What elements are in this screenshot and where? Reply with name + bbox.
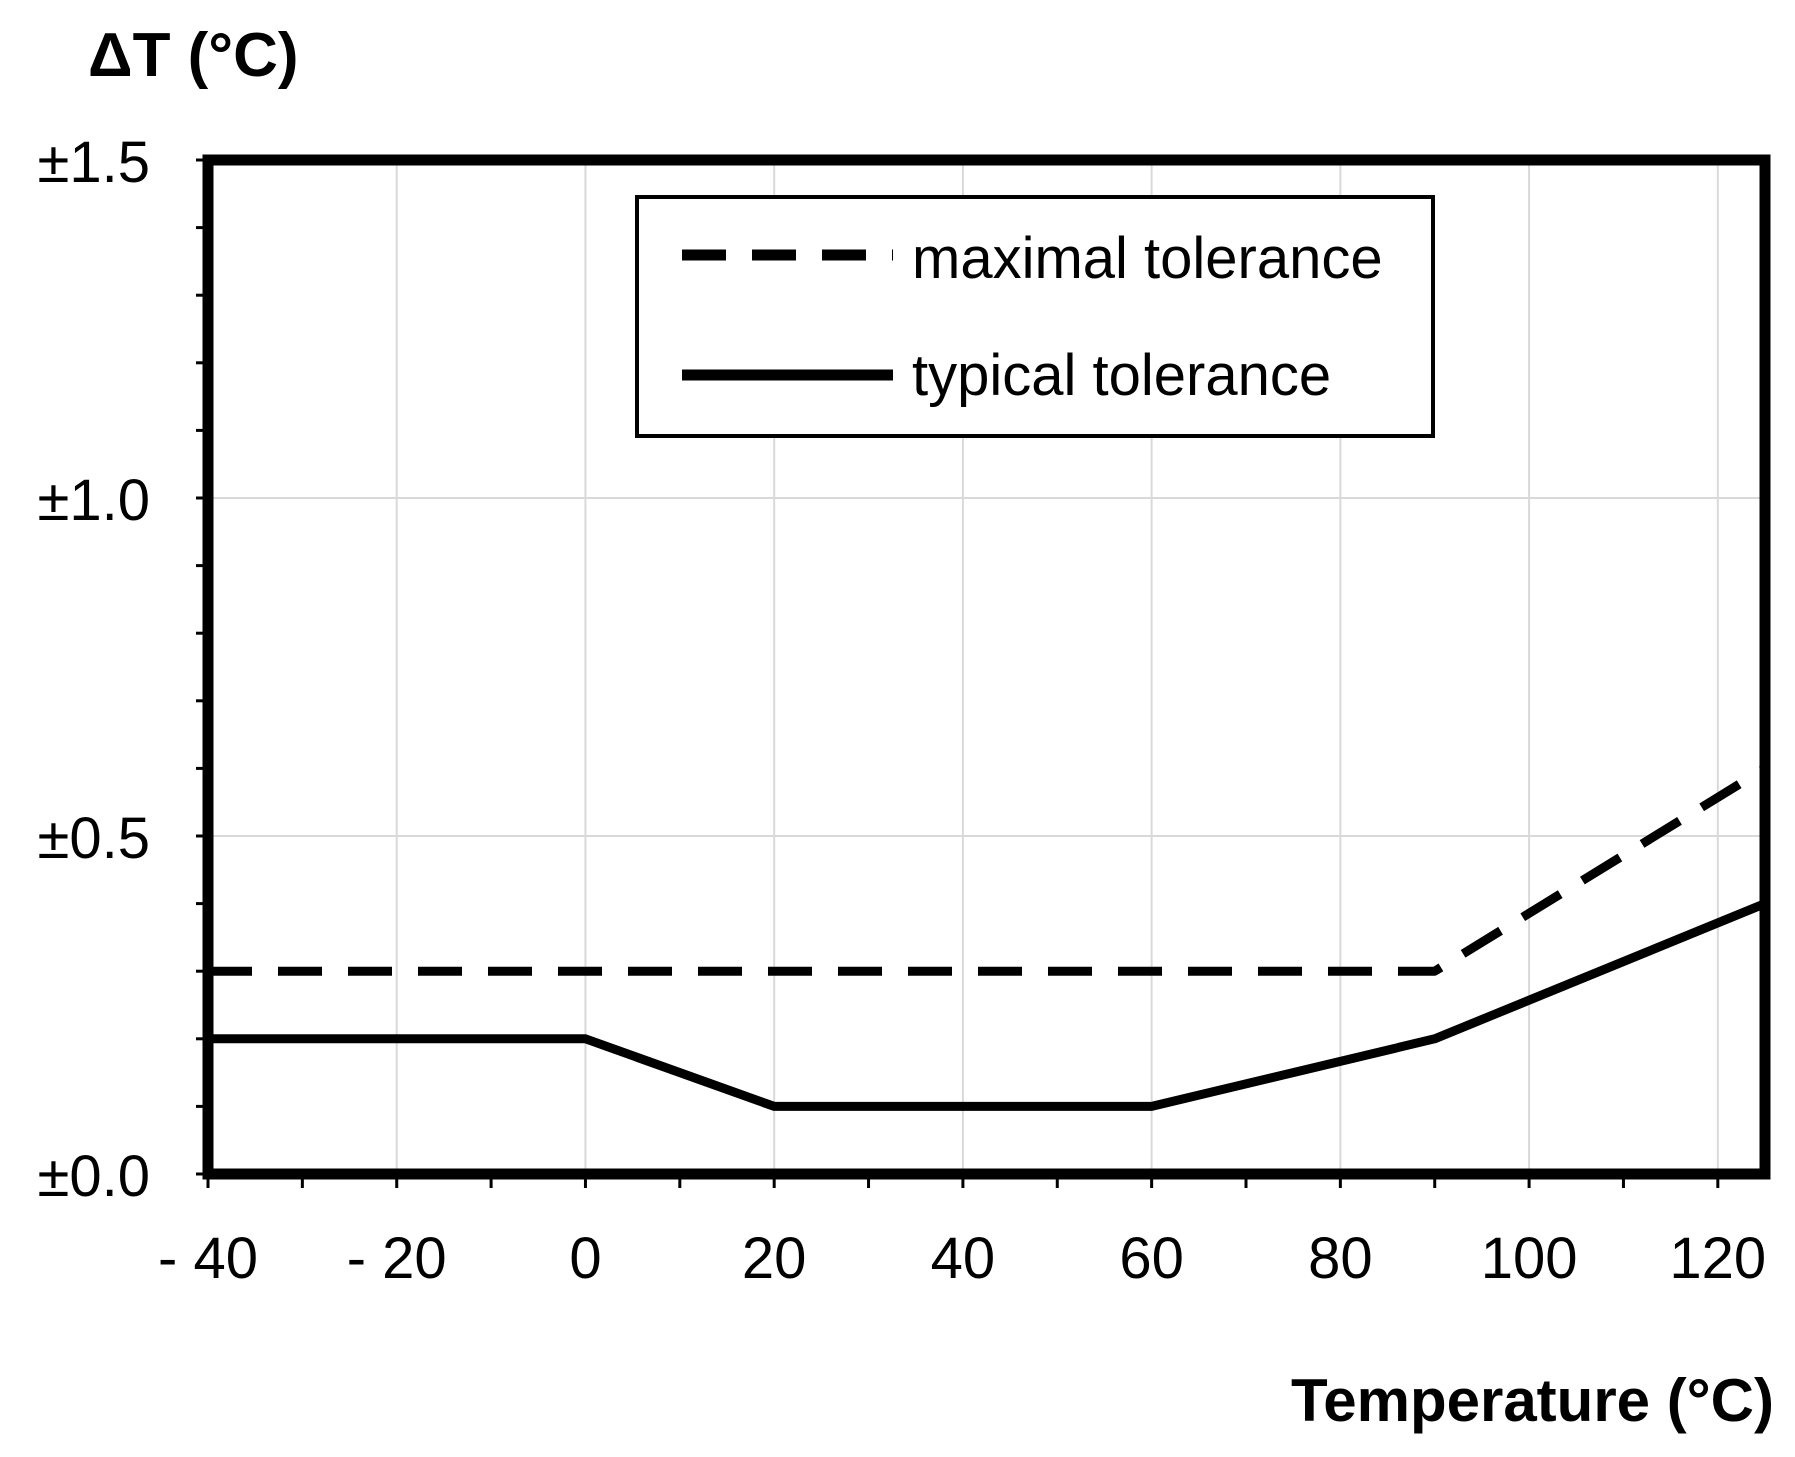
- y-tick-label: ±0.0: [38, 1144, 150, 1209]
- series-line-typical-tolerance: [208, 899, 1767, 1111]
- legend-label-maximal: maximal tolerance: [912, 226, 1383, 291]
- x-tick-label: 80: [1308, 1226, 1373, 1291]
- tick-labels: - 40 - 20 0 20 40 60 80 100 120 ±0.0 ±0.5 ±1.0 ±1.5: [38, 130, 1767, 1291]
- legend-box: [635, 195, 1435, 438]
- legend: maximal tolerance typical tolerance: [635, 195, 1435, 438]
- x-tick-label: 20: [742, 1226, 807, 1291]
- x-tick-label: - 20: [347, 1226, 447, 1291]
- x-tick-label: 120: [1669, 1226, 1766, 1291]
- series-line-maximal-tolerance: [208, 764, 1768, 976]
- x-tick-label: 40: [931, 1226, 996, 1291]
- x-tick-label: 60: [1119, 1226, 1184, 1291]
- y-axis-label: ΔT (°C): [88, 21, 299, 90]
- x-tick-label: - 40: [158, 1226, 258, 1291]
- plot-frame: [202, 154, 1771, 1180]
- series-lines: [208, 764, 1768, 1111]
- y-tick-label: ±1.0: [38, 468, 150, 533]
- y-tick-label: ±0.5: [38, 806, 150, 871]
- x-tick-label: 0: [569, 1226, 601, 1291]
- x-axis-label: Temperature (°C): [1291, 1367, 1774, 1434]
- x-tick-label: 100: [1481, 1226, 1578, 1291]
- legend-label-typical: typical tolerance: [912, 343, 1331, 408]
- y-tick-label: ±1.5: [38, 130, 150, 195]
